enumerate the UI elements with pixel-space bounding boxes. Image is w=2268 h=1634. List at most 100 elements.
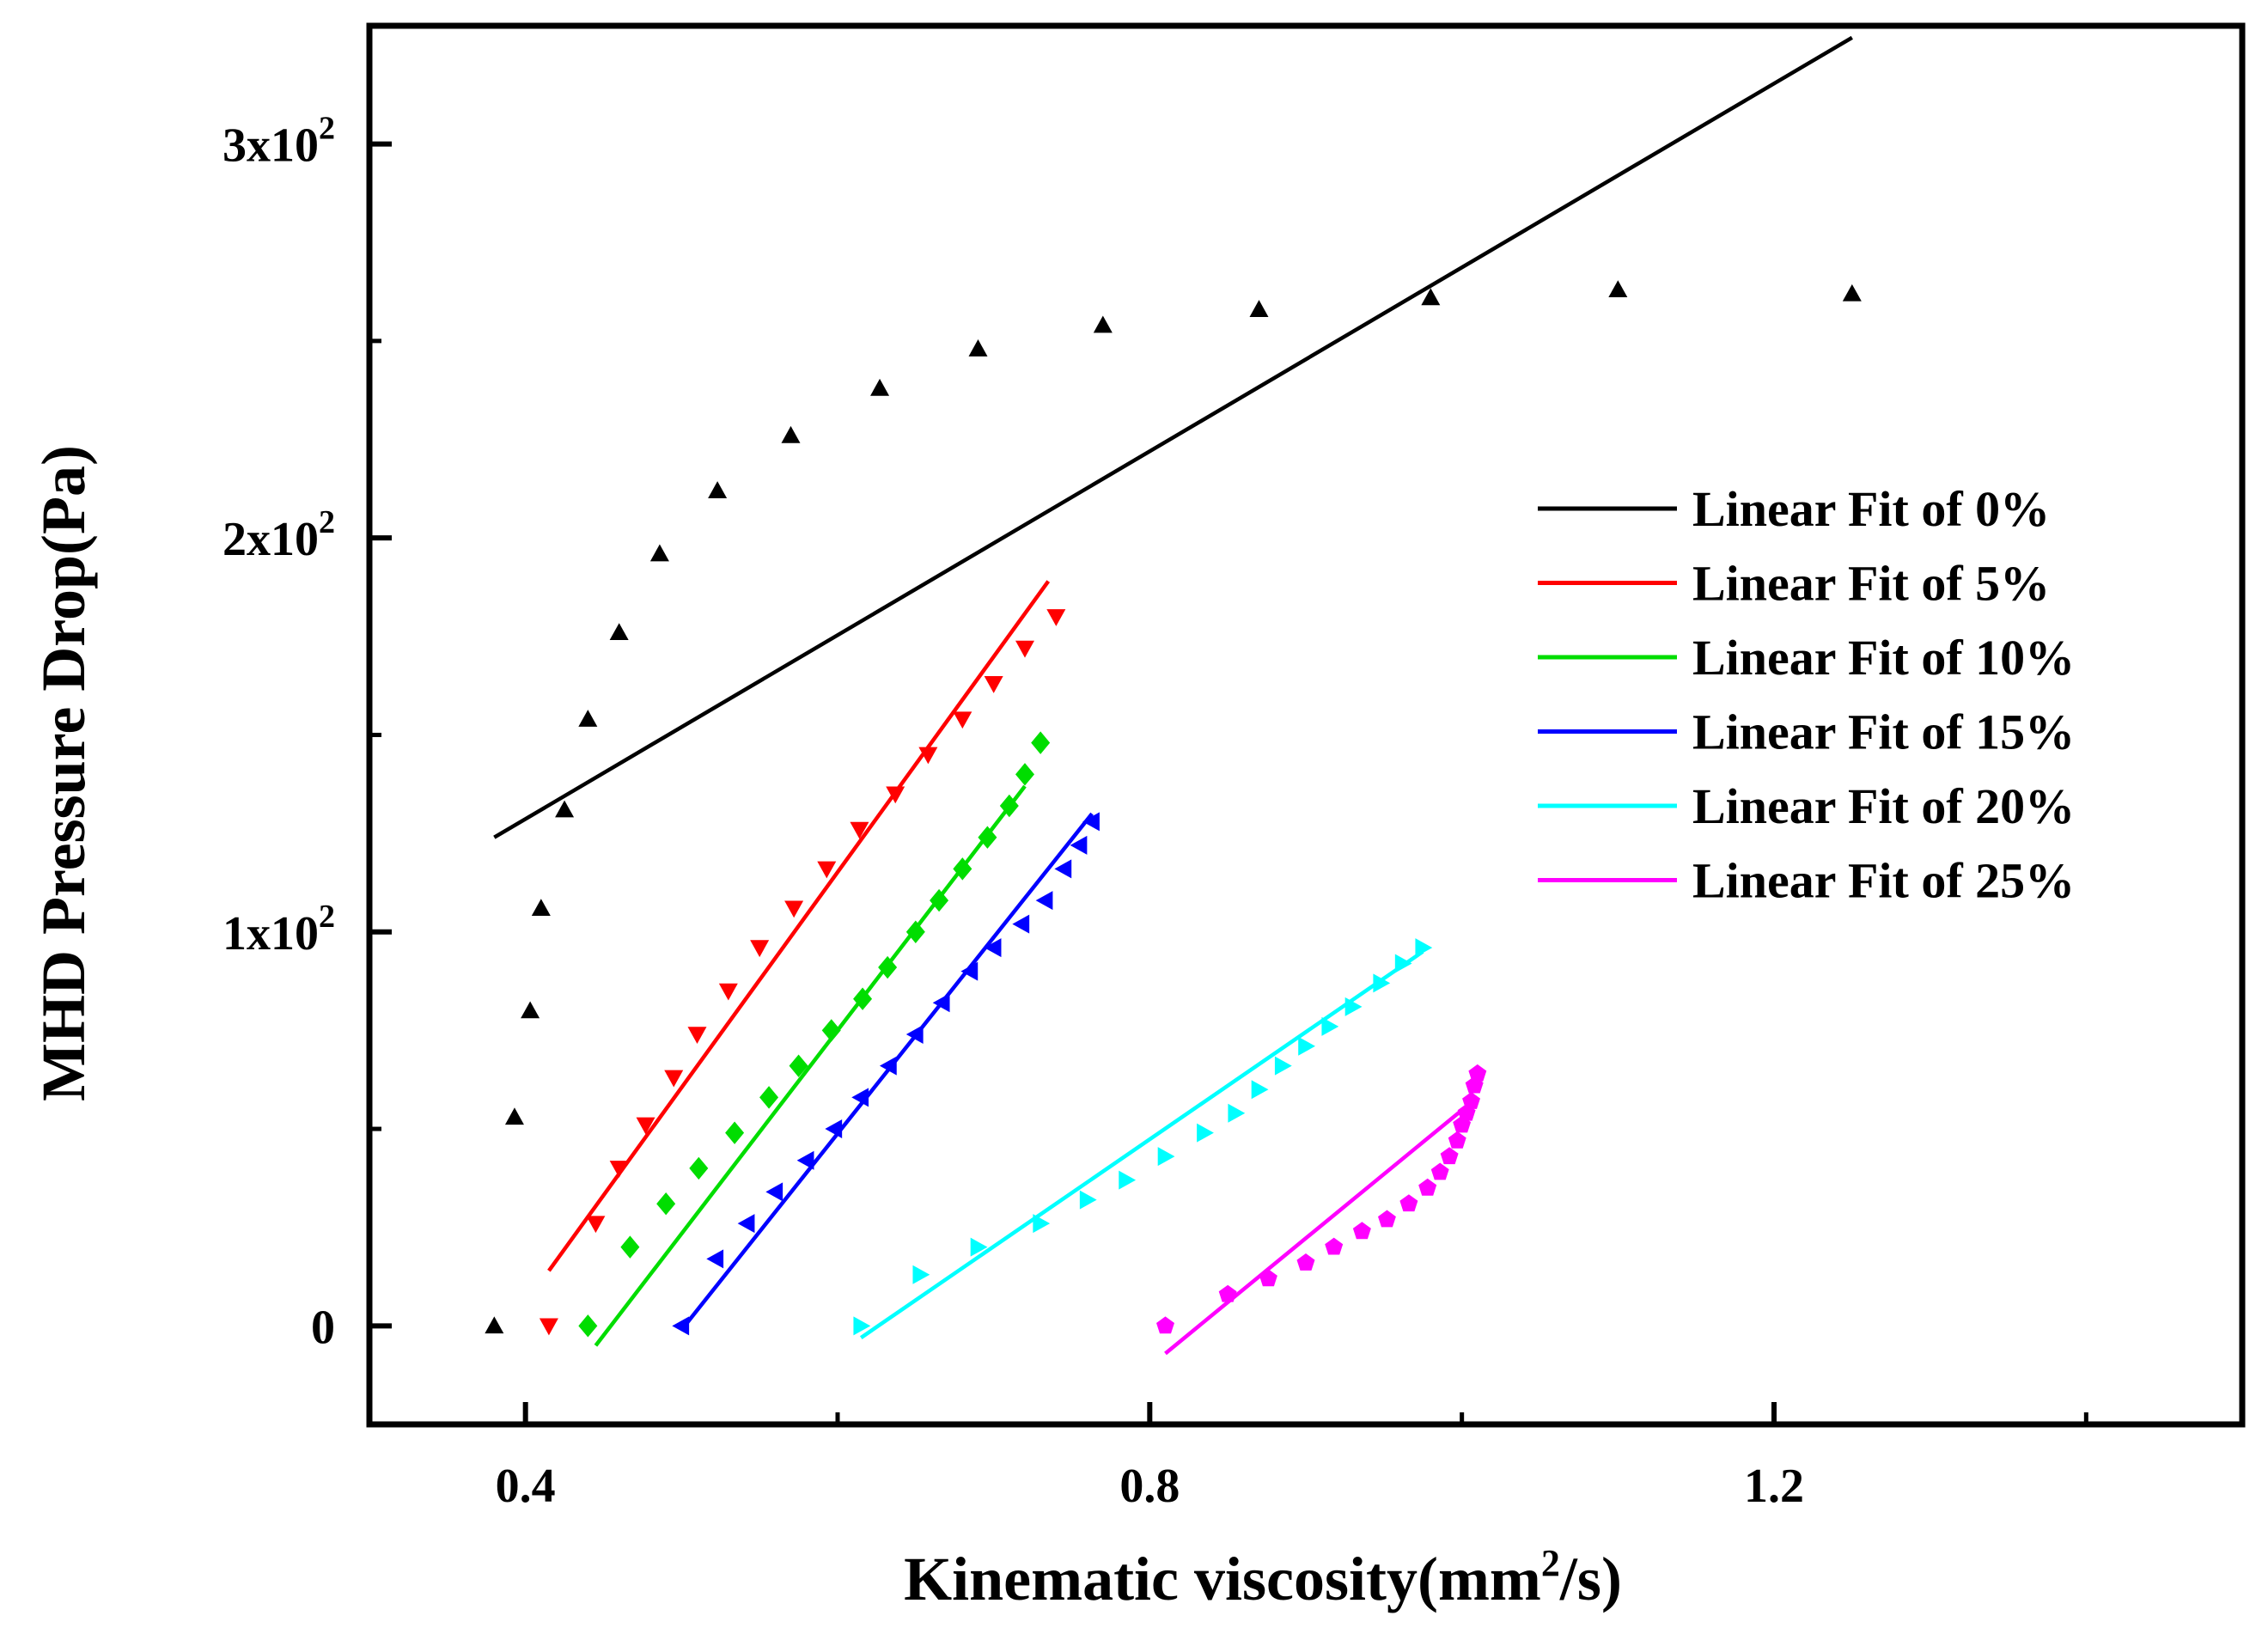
data-point-15pct-5 [825,1119,843,1139]
data-point-20pct-16 [1415,938,1433,958]
y-tick-label-0: 0 [311,1301,335,1354]
data-point-15pct-1 [706,1249,724,1269]
data-point-5pct-12 [918,747,938,765]
data-point-15pct-3 [765,1182,783,1202]
data-point-20pct-12 [1321,1016,1339,1036]
legend: Linear Fit of 0% Linear Fit of 5% Linear F… [1538,481,2075,909]
data-point-0pct-2 [521,1001,540,1019]
x-tick-label-2: 1.2 [1744,1460,1804,1513]
data-point-25pct-2 [1259,1269,1277,1287]
data-point-20pct-10 [1274,1056,1292,1076]
data-point-5pct-16 [1046,609,1066,626]
data-point-10pct-0 [578,1314,598,1338]
data-point-5pct-3 [636,1117,655,1135]
data-point-5pct-4 [664,1070,684,1088]
data-point-0pct-0 [485,1316,504,1334]
data-point-20pct-15 [1394,954,1412,973]
data-point-15pct-15 [1070,835,1088,855]
data-point-25pct-4 [1325,1237,1344,1255]
data-point-20pct-6 [1157,1147,1175,1167]
data-point-10pct-3 [689,1156,709,1180]
y-tick-label-1: 1x102 [223,899,335,960]
data-point-10pct-14 [999,794,1019,818]
data-point-15pct-14 [1054,859,1072,879]
fit-lines [493,35,1853,1356]
data-point-10pct-4 [725,1121,745,1144]
data-point-10pct-5 [759,1086,779,1109]
data-point-25pct-3 [1296,1253,1315,1271]
data-point-0pct-5 [578,710,598,727]
fit-line-25pct [1164,1095,1479,1356]
legend-label-10pct: Linear Fit of 10% [1692,630,2075,686]
data-point-5pct-1 [586,1216,606,1234]
data-point-5pct-0 [539,1318,558,1336]
data-point-25pct-1 [1218,1284,1237,1302]
data-point-10pct-13 [978,826,997,849]
legend-label-0pct: Linear Fit of 0% [1692,481,2050,537]
legend-label-15pct: Linear Fit of 15% [1692,704,2075,760]
data-point-5pct-6 [718,983,738,1001]
data-point-20pct-1 [912,1265,930,1284]
data-point-20pct-14 [1373,973,1391,993]
fit-line-5pct [547,580,1051,1272]
data-point-0pct-8 [708,481,728,498]
data-point-20pct-3 [1033,1214,1051,1234]
x-tick-label-0: 0.4 [496,1460,556,1513]
data-point-0pct-14 [1421,288,1441,306]
data-point-5pct-5 [687,1027,707,1044]
data-point-20pct-4 [1079,1190,1097,1210]
data-point-20pct-8 [1228,1103,1246,1123]
axes: 0.4 0.8 1.2 0 1x102 2x102 3x102 [223,111,2088,1513]
data-point-15pct-9 [932,993,950,1013]
data-point-15pct-8 [905,1024,924,1044]
data-point-20pct-11 [1298,1036,1315,1056]
data-point-5pct-11 [886,786,905,804]
data-point-0pct-3 [531,899,551,917]
data-point-15pct-12 [1012,914,1030,934]
data-point-15pct-6 [851,1088,869,1107]
data-point-20pct-9 [1251,1080,1269,1100]
data-point-0pct-4 [555,800,575,818]
data-point-10pct-15 [1015,763,1034,786]
data-point-0pct-7 [649,544,669,562]
data-point-0pct-9 [781,425,801,443]
data-point-15pct-11 [984,938,1002,958]
data-point-15pct-7 [879,1056,897,1076]
data-point-5pct-15 [1015,640,1034,658]
data-point-0pct-10 [870,378,890,396]
x-tick-label-1: 0.8 [1119,1460,1180,1513]
data-point-0pct-15 [1608,280,1628,298]
data-point-20pct-5 [1119,1170,1137,1190]
data-point-0pct-16 [1842,284,1862,302]
data-point-25pct-16 [1468,1064,1487,1082]
legend-label-20pct: Linear Fit of 20% [1692,778,2075,834]
data-point-25pct-8 [1418,1178,1437,1196]
x-axis-title: Kinematic viscosity(mm2/s) [904,1542,1622,1613]
data-point-25pct-11 [1448,1131,1466,1149]
data-point-15pct-13 [1035,891,1053,911]
data-point-5pct-10 [850,821,869,839]
data-point-15pct-10 [960,961,979,981]
data-point-20pct-7 [1197,1123,1214,1143]
data-point-25pct-6 [1378,1210,1396,1228]
data-point-25pct-9 [1430,1162,1449,1180]
data-point-10pct-6 [789,1054,808,1077]
data-point-10pct-16 [1031,731,1051,754]
data-point-25pct-10 [1440,1147,1459,1165]
data-point-20pct-13 [1344,997,1363,1016]
data-point-0pct-6 [609,623,629,641]
data-point-10pct-11 [930,888,949,912]
data-point-0pct-13 [1249,300,1269,317]
data-point-0pct-12 [1093,315,1113,333]
legend-label-5pct: Linear Fit of 5% [1692,556,2050,612]
data-point-15pct-16 [1082,812,1100,832]
data-point-20pct-2 [970,1237,988,1257]
data-point-5pct-13 [953,711,972,729]
data-point-10pct-12 [953,857,972,881]
data-point-10pct-1 [620,1235,640,1259]
data-point-10pct-7 [821,1019,841,1042]
data-point-25pct-5 [1352,1222,1371,1240]
data-point-10pct-10 [905,920,925,943]
y-tick-label-2: 2x102 [223,504,335,566]
data-point-10pct-9 [878,955,898,979]
